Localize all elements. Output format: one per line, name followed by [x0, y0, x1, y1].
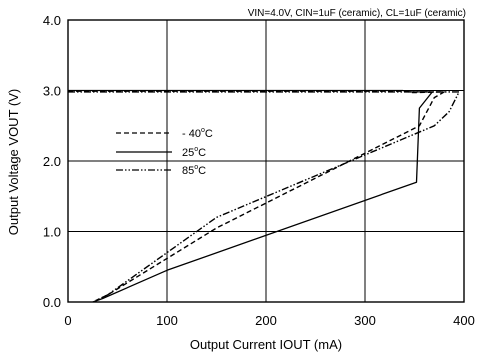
legend-value: 25 [182, 147, 194, 159]
series-line-1 [68, 89, 433, 303]
x-tick-label: 200 [255, 313, 277, 328]
plot-border [67, 19, 465, 303]
legend-unit: C [205, 128, 213, 140]
x-tick-label: 300 [354, 313, 376, 328]
chart-subtitle: VIN=4.0V, CIN=1uF (ceramic), CL=1uF (cer… [248, 8, 466, 19]
x-tick-label: 400 [453, 313, 475, 328]
degree-symbol: o [194, 146, 198, 153]
legend-entry-2: 85oC [182, 164, 206, 177]
y-tick-label: 4.0 [43, 13, 61, 28]
degree-symbol: o [194, 164, 198, 171]
legend-value: 85 [182, 165, 194, 177]
x-axis-label: Output Current IOUT (mA) [190, 337, 342, 352]
degree-symbol: o [201, 127, 205, 134]
x-tick-label: 100 [156, 313, 178, 328]
legend-unit: C [198, 147, 206, 159]
y-tick-label: 3.0 [43, 84, 61, 99]
legend-entry-0: - 40oC [182, 127, 213, 140]
y-axis-label: Output Voltage VOUT (V) [6, 89, 21, 235]
y-tick-label: 1.0 [43, 225, 61, 240]
y-tick-label: 2.0 [43, 154, 61, 169]
legend-entry-1: 25oC [182, 146, 206, 159]
y-tick-label: 0.0 [43, 295, 61, 310]
legend-unit: C [198, 165, 206, 177]
series-group [68, 89, 460, 303]
x-tick-label: 0 [64, 313, 71, 328]
series-line-2 [68, 91, 460, 302]
tick-labels: 0 100 200 300 400 0.0 1.0 2.0 3.0 4.0 [43, 13, 475, 328]
legend-value: - 40 [182, 128, 201, 140]
